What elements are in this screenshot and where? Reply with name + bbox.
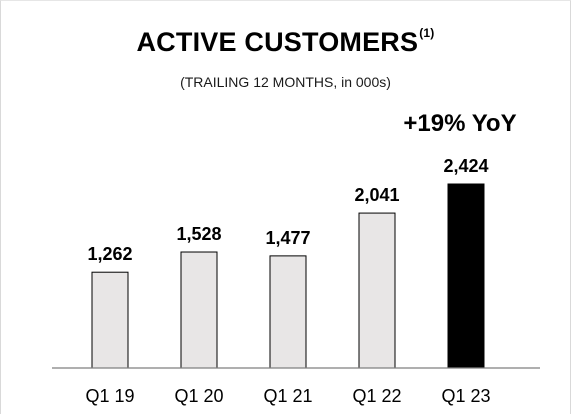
x-tick-label: Q1 19 (85, 386, 134, 406)
bar-q1-20 (180, 251, 218, 369)
bar-q1-19 (91, 271, 129, 369)
chart-subtitle: (TRAILING 12 MONTHS, in 000s) (180, 74, 391, 90)
yoy-annotation: +19% YoY (403, 110, 517, 137)
x-tick-label: Q1 20 (174, 386, 223, 406)
data-label: 1,528 (176, 224, 221, 244)
tick-label-group: Q1 19 Q1 20 Q1 21 Q1 22 Q1 23 (85, 386, 490, 406)
chart-title-footnote: (1) (419, 26, 435, 40)
bar-group: 1,262 1,528 1,477 2,041 2,424 (87, 156, 489, 369)
x-tick-label: Q1 23 (441, 386, 490, 406)
bar-q1-23 (447, 183, 485, 369)
bar-q1-22 (358, 212, 396, 369)
x-tick-label: Q1 22 (352, 386, 401, 406)
data-label: 2,041 (354, 185, 399, 205)
data-label: 2,424 (443, 156, 488, 176)
data-label: 1,477 (265, 228, 310, 248)
data-label: 1,262 (87, 244, 132, 264)
x-tick-label: Q1 21 (263, 386, 312, 406)
bar-q1-21 (269, 255, 307, 369)
chart-title: ACTIVE CUSTOMERS(1) (0, 26, 571, 58)
chart-title-text: ACTIVE CUSTOMERS (136, 27, 419, 57)
